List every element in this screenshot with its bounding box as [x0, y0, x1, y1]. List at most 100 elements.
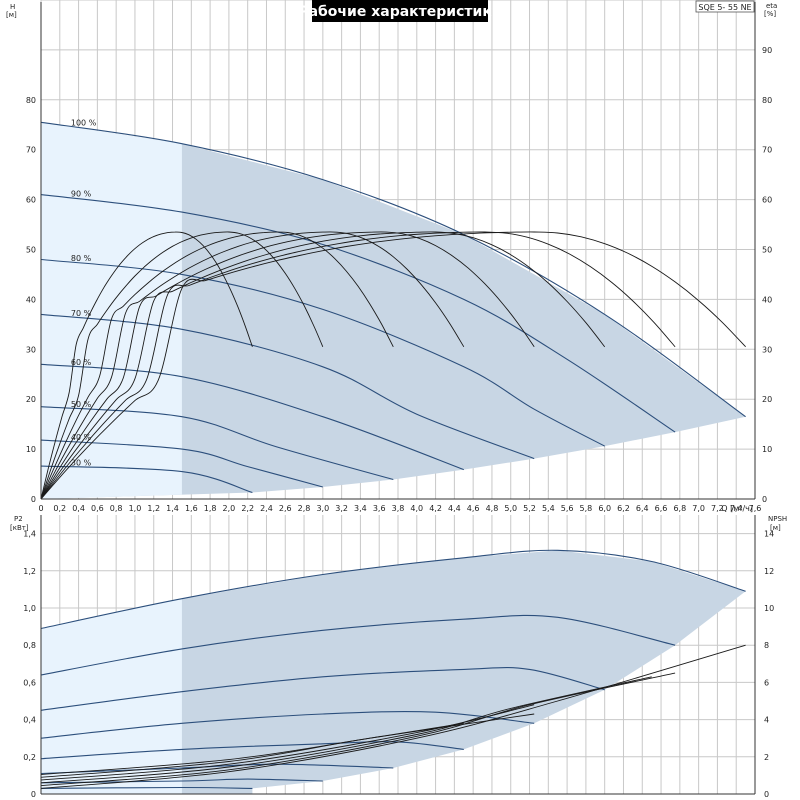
efficiency-curve-5 — [40, 231, 535, 500]
x-tick-label: 5,2 — [523, 504, 536, 513]
npsh-tick-label: 8 — [764, 641, 769, 650]
x-axis-label: Q [м³/ч] — [721, 504, 753, 513]
power-curve-5 — [40, 741, 464, 760]
power-tick-label: 0 — [31, 790, 36, 799]
x-tick-label: 5,6 — [561, 504, 574, 513]
x-tick-label: 2,8 — [298, 504, 311, 513]
head-tick-label: 80 — [26, 96, 36, 105]
npsh-curve-3 — [40, 676, 652, 784]
npsh-tick-label: 2 — [764, 753, 769, 762]
head-curve-1 — [40, 121, 746, 418]
speed-label-2: 90 % — [71, 190, 92, 199]
x-tick-label: 3,4 — [354, 504, 367, 513]
speed-label-3: 80 % — [71, 254, 92, 263]
x-tick-label: 2,6 — [279, 504, 292, 513]
power-curve-1 — [40, 549, 746, 630]
x-tick-label: 6,2 — [617, 504, 630, 513]
x-tick-label: 7,4 — [730, 504, 743, 513]
npsh-axis-title: NPSH — [768, 515, 787, 523]
npsh-tick-label: 12 — [764, 567, 774, 576]
x-tick-label: 0,8 — [110, 504, 123, 513]
x-tick-label: 2,2 — [241, 504, 254, 513]
x-tick-label: 5,4 — [542, 504, 555, 513]
head-light-region — [41, 122, 182, 499]
head-tick-label: 40 — [26, 295, 36, 304]
x-tick-label: 0,2 — [53, 504, 66, 513]
x-tick-label: 5,8 — [580, 504, 593, 513]
head-tick-label: 0 — [31, 495, 36, 504]
efficiency-curve-3 — [40, 231, 394, 500]
power-axis-title: P2 — [14, 515, 23, 523]
power-tick-label: 0,4 — [23, 716, 36, 725]
model-box — [695, 0, 755, 13]
npsh-axis-unit: [м] — [770, 524, 781, 532]
x-tick-label: 3,8 — [392, 504, 405, 513]
eta-tick-label: 10 — [762, 445, 772, 454]
head-tick-label: 70 — [26, 146, 36, 155]
head-curve-5 — [40, 363, 464, 471]
x-tick-label: 4,0 — [410, 504, 423, 513]
x-tick-label: 1,2 — [147, 504, 160, 513]
npsh-tick-label: 4 — [764, 716, 769, 725]
speed-label-4: 70 % — [71, 309, 92, 318]
efficiency-curve-8 — [40, 231, 746, 500]
eta-axis-title: eta — [766, 2, 777, 10]
npsh-curve-4 — [40, 704, 535, 781]
eta-tick-label: 40 — [762, 295, 772, 304]
head-tick-label: 30 — [26, 345, 36, 354]
x-tick-label: 4,2 — [429, 504, 442, 513]
axis-layer — [40, 2, 756, 795]
head-curve-7 — [40, 439, 323, 488]
x-tick-label: 7,6 — [749, 504, 762, 513]
efficiency-curve-7 — [40, 231, 676, 500]
power-tick-label: 0,6 — [23, 678, 36, 687]
title-background — [312, 0, 488, 22]
power-tick-label: 1,2 — [23, 567, 36, 576]
x-tick-label: 4,4 — [448, 504, 461, 513]
x-tick-label: 4,6 — [467, 504, 480, 513]
x-tick-label: 7,2 — [711, 504, 724, 513]
x-tick-label: 1,6 — [185, 504, 198, 513]
power-curve-3 — [40, 667, 605, 711]
x-tick-label: 4,8 — [486, 504, 499, 513]
x-tick-label: 1,8 — [204, 504, 217, 513]
x-tick-label: 2,4 — [260, 504, 273, 513]
eta-tick-label: 30 — [762, 345, 772, 354]
power-axis-unit: [кВт] — [10, 524, 29, 532]
x-tick-label: 2,0 — [223, 504, 236, 513]
head-tick-label: 50 — [26, 246, 36, 255]
power-light-region — [41, 598, 182, 794]
npsh-curve-6 — [40, 722, 464, 775]
x-tick-label: 6,4 — [636, 504, 649, 513]
head-curve-8 — [40, 465, 253, 494]
npsh-curve-2 — [40, 672, 676, 787]
head-curve-2 — [40, 194, 676, 433]
speed-label-8: 30 % — [71, 458, 92, 467]
power-curve-2 — [40, 614, 676, 676]
x-tick-label: 3,0 — [316, 504, 329, 513]
npsh-tick-label: 14 — [764, 530, 774, 539]
efficiency-curve-6 — [40, 231, 606, 500]
label-layer: 0 0,2 0,4 0,6 0,8 1,0 1,2 1,4 1,6 1,8 2,0 2,2 2,4 2,6… — [6, 2, 787, 799]
x-tick-label: 0 — [38, 504, 43, 513]
power-curve-8 — [40, 786, 253, 789]
power-curve-6 — [40, 763, 394, 775]
eta-tick-label: 90 — [762, 46, 772, 55]
x-tick-label: 7,0 — [692, 504, 705, 513]
x-tick-label: 0,6 — [91, 504, 104, 513]
power-tick-label: 0,2 — [23, 753, 36, 762]
speed-label-7: 40 % — [71, 433, 92, 442]
head-curve-3 — [40, 258, 605, 447]
head-axis-title: H — [10, 3, 15, 11]
model-label: SQE 5- 55 NE — [698, 3, 751, 12]
eta-tick-label: 80 — [762, 96, 772, 105]
x-tick-label: 5,0 — [504, 504, 517, 513]
power-curve-4 — [40, 710, 535, 739]
npsh-curve-1 — [40, 644, 746, 789]
x-tick-label: 6,8 — [673, 504, 686, 513]
head-operating-region — [41, 122, 746, 500]
x-tick-label: 1,0 — [129, 504, 142, 513]
efficiency-curve-4 — [40, 231, 465, 500]
eta-tick-label: 20 — [762, 395, 772, 404]
